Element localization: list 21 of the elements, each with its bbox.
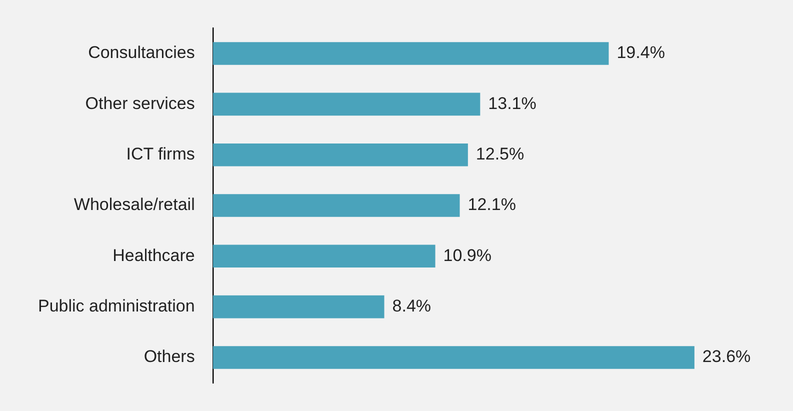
bar xyxy=(212,92,480,116)
y-tick-label: Other services xyxy=(85,94,195,113)
bar xyxy=(212,42,609,65)
data-label: 8.4% xyxy=(392,296,432,316)
data-label: 13.1% xyxy=(488,94,536,113)
data-label: 12.1% xyxy=(468,195,516,214)
data-label: 23.6% xyxy=(702,347,751,366)
data-label: 19.4% xyxy=(616,43,665,62)
y-tick-label: Wholesale/retail xyxy=(74,195,195,214)
data-label: 12.5% xyxy=(476,144,524,164)
bar xyxy=(212,194,460,217)
y-tick-label: Consultancies xyxy=(88,43,195,62)
y-tick-label: ICT firms xyxy=(126,144,195,164)
data-label: 10.9% xyxy=(443,246,492,265)
bar xyxy=(212,346,694,369)
bar xyxy=(212,295,384,318)
y-tick-label: Public administration xyxy=(38,296,195,316)
y-tick-label: Others xyxy=(144,347,195,366)
bar xyxy=(212,143,468,166)
bar xyxy=(212,244,436,268)
y-tick-label: Healthcare xyxy=(112,246,195,265)
